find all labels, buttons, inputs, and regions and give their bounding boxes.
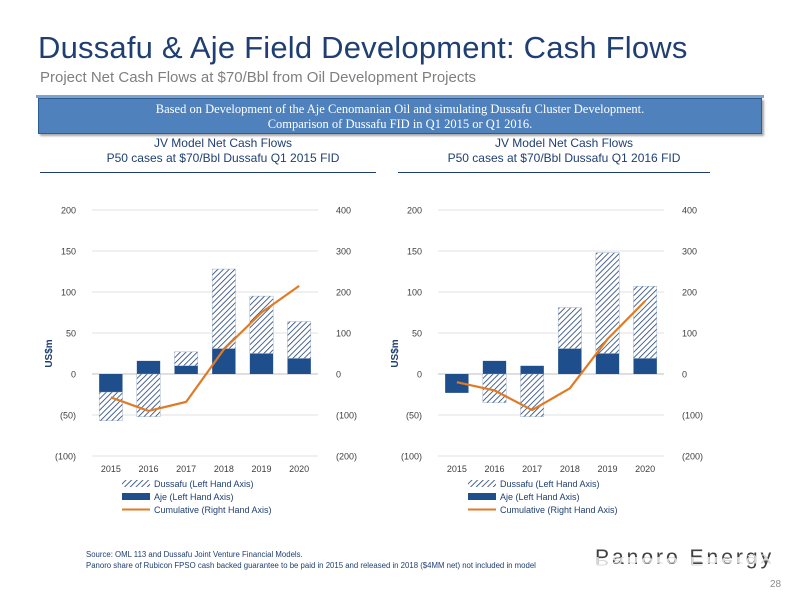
legend-swatch-dussafu [122,480,150,487]
info-banner: Based on Development of the Aje Cenomani… [38,98,762,134]
banner-line-2: Comparison of Dussafu FID in Q1 2015 or … [267,117,533,131]
bar-dussafu [136,373,161,417]
company-logo-reflection: Panoro Energy [595,554,775,567]
bar-aje [212,348,236,374]
bar-dussafu [98,391,123,421]
x-tick-label: 2020 [635,464,655,474]
legend-label: Dussafu (Left Hand Axis) [500,479,600,489]
chart-heading-right: JV Model Net Cash Flows P50 cases at $70… [444,136,684,166]
y-tick-label: (100) [401,452,422,462]
chart-heading-left: JV Model Net Cash Flows P50 cases at $70… [103,136,343,166]
y2-tick-label: 100 [682,329,697,339]
x-tick-label: 2019 [597,464,617,474]
legend-swatch-aje [468,493,496,500]
y2-tick-label: 400 [336,206,351,216]
x-tick-label: 2017 [176,464,196,474]
page-number: 28 [770,579,782,590]
bar-dussafu [249,295,274,354]
legend-label: Dussafu (Left Hand Axis) [154,479,254,489]
company-logo: Panoro Energy [595,546,775,569]
y2-tick-label: 200 [682,288,697,298]
chart-heading-left-line1: JV Model Net Cash Flows [153,136,293,150]
source-note: Source: OML 113 and Dussafu Joint Ventur… [86,549,536,571]
bar-dussafu [287,321,312,359]
y-tick-label: 50 [412,329,422,339]
y2-tick-label: 400 [682,206,697,216]
source-line-1: Source: OML 113 and Dussafu Joint Ventur… [86,550,303,559]
y-tick-label: (100) [55,452,76,462]
bar-aje [633,358,657,374]
bar-aje [249,353,274,374]
y-tick-label: 0 [417,370,422,380]
legend-label: Aje (Left Hand Axis) [154,492,234,502]
y2-tick-label: (200) [336,452,357,462]
y2-tick-label: (100) [336,411,357,421]
y-tick-label: 200 [61,206,76,216]
chart-right: (100) (50) 0 50 100 150 200 (200) (100) 0 100 200 30… [390,206,703,516]
bar-aje [174,365,198,374]
legend-label: Aje (Left Hand Axis) [500,492,580,502]
y-tick-label: 50 [66,329,76,339]
chart-left: (100) (50) 0 50 100 150 200 (200) (100) 0 100 200 30… [44,206,357,516]
x-tick-label: 2017 [522,464,542,474]
bar-dussafu [595,252,620,354]
cumulative-line [456,300,646,412]
x-tick-label: 2016 [484,464,504,474]
y-tick-label: 150 [407,247,422,257]
banner-rule [36,95,764,98]
chart-heading-left-rule [40,172,376,173]
bar-aje [287,358,311,374]
y-tick-label: 200 [407,206,422,216]
cumulative-line [110,284,300,412]
x-tick-label: 2018 [560,464,580,474]
y-tick-label: 0 [71,370,76,380]
legend-label: Cumulative (Right Hand Axis) [154,505,272,515]
bar-aje [99,374,123,393]
bar-dussafu [633,286,658,359]
y2-tick-label: 0 [336,370,341,380]
bar-aje [482,360,507,374]
bar-dussafu [174,351,199,367]
x-tick-label: 2018 [214,464,234,474]
legend-swatch-aje [122,493,150,500]
legend-label: Cumulative (Right Hand Axis) [500,505,618,515]
y-tick-label: 150 [61,247,76,257]
y-tick-label: 100 [61,288,76,298]
chart-heading-right-line2: P50 cases at $70/Bbl Dussafu Q1 2016 FID [447,151,681,165]
y2-tick-label: 300 [336,247,351,257]
x-tick-label: 2019 [251,464,271,474]
y-tick-label: (50) [406,411,422,421]
y2-tick-label: 200 [336,288,351,298]
source-line-2: Panoro share of Rubicon FPSO cash backed… [86,561,536,570]
y-tick-label: (50) [60,411,76,421]
chart-heading-right-rule [398,172,710,173]
chart-heading-left-line2: P50 cases at $70/Bbl Dussafu Q1 2015 FID [106,151,340,165]
x-tick-label: 2015 [447,464,467,474]
bar-aje [136,360,161,374]
x-tick-label: 2016 [138,464,158,474]
legend-swatch-dussafu [468,480,496,487]
y-axis-label: US$m [44,339,55,367]
bar-dussafu [557,307,582,349]
y2-tick-label: (200) [682,452,703,462]
bar-aje [520,365,544,374]
y-axis-label: US$m [390,339,401,367]
banner-line-1: Based on Development of the Aje Cenomani… [155,102,645,116]
bar-aje [445,374,469,393]
x-tick-label: 2020 [289,464,309,474]
y2-tick-label: 300 [682,247,697,257]
y2-tick-label: 0 [682,370,687,380]
page-title: Dussafu & Aje Field Development: Cash Fl… [38,30,688,65]
bar-dussafu [211,268,236,349]
chart-heading-right-line1: JV Model Net Cash Flows [494,136,634,150]
y2-tick-label: 100 [336,329,351,339]
y-tick-label: 100 [407,288,422,298]
x-tick-label: 2015 [101,464,121,474]
y2-tick-label: (100) [682,411,703,421]
bar-aje [595,353,620,374]
page-subtitle: Project Net Cash Flows at $70/Bbl from O… [40,69,477,86]
bar-aje [558,348,582,374]
